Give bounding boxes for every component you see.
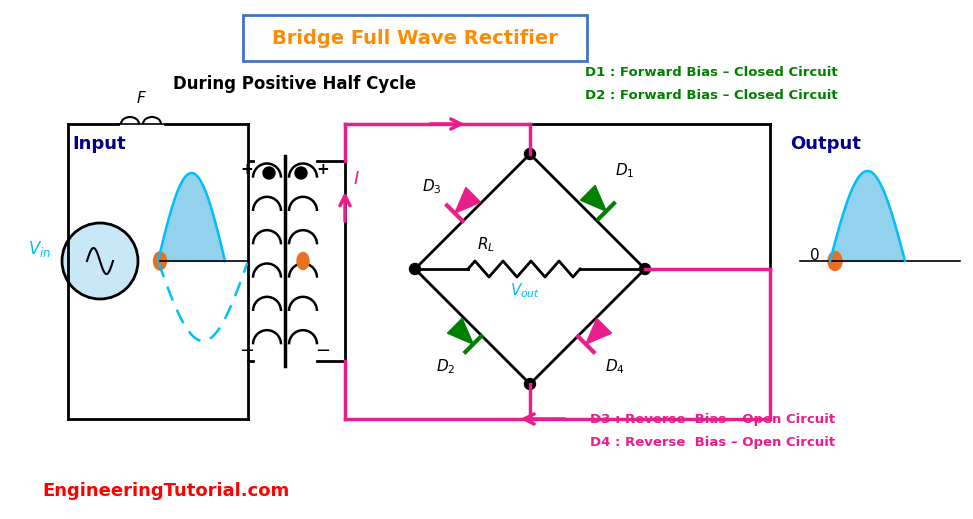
Circle shape — [524, 378, 535, 389]
Text: $R_L$: $R_L$ — [477, 235, 495, 254]
Text: $D_1$: $D_1$ — [615, 161, 634, 180]
Text: Bridge Full Wave Rectifier: Bridge Full Wave Rectifier — [272, 29, 558, 48]
FancyBboxPatch shape — [243, 15, 587, 61]
Text: $D_3$: $D_3$ — [422, 177, 442, 196]
Text: $V_{in}$: $V_{in}$ — [28, 239, 52, 259]
Text: −: − — [239, 342, 255, 360]
Polygon shape — [448, 319, 473, 344]
Text: During Positive Half Cycle: During Positive Half Cycle — [173, 75, 416, 93]
Polygon shape — [581, 185, 606, 211]
Circle shape — [295, 167, 307, 179]
Text: $I$: $I$ — [353, 170, 360, 188]
Text: +: + — [316, 161, 330, 176]
Text: $D_2$: $D_2$ — [436, 357, 455, 376]
Text: EngineeringTutorial.com: EngineeringTutorial.com — [42, 482, 289, 500]
Text: $D_4$: $D_4$ — [605, 357, 625, 376]
Circle shape — [524, 148, 535, 159]
Circle shape — [62, 223, 138, 299]
Polygon shape — [454, 187, 481, 213]
Ellipse shape — [297, 253, 309, 269]
Text: Output: Output — [790, 135, 861, 153]
Circle shape — [263, 167, 275, 179]
Circle shape — [410, 264, 420, 275]
Polygon shape — [586, 319, 612, 344]
Text: F: F — [136, 91, 145, 106]
Ellipse shape — [154, 252, 166, 270]
Text: D3 : Reverse  Bias – Open Circuit
D4 : Reverse  Bias – Open Circuit: D3 : Reverse Bias – Open Circuit D4 : Re… — [590, 413, 835, 449]
Text: Input: Input — [72, 135, 126, 153]
Text: D1 : Forward Bias – Closed Circuit
D2 : Forward Bias – Closed Circuit: D1 : Forward Bias – Closed Circuit D2 : … — [585, 66, 838, 102]
Text: −: − — [315, 342, 331, 360]
Circle shape — [639, 264, 651, 275]
Ellipse shape — [828, 252, 842, 270]
Text: +: + — [240, 161, 253, 176]
Text: 0: 0 — [811, 248, 820, 263]
Text: $V_{out}$: $V_{out}$ — [510, 281, 540, 299]
